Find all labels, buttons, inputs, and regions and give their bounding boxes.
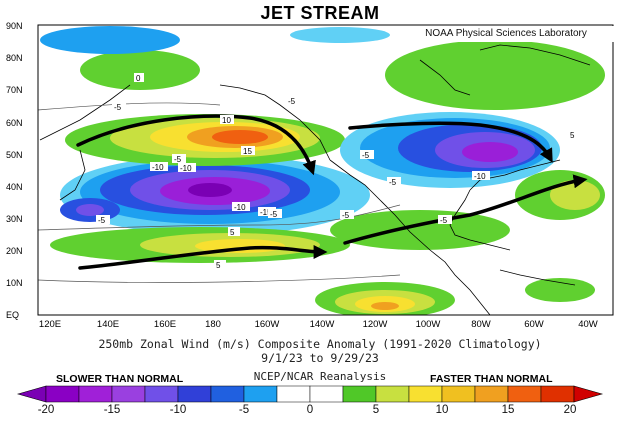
lon-label: 80W xyxy=(471,319,491,330)
contour-label: -15 xyxy=(260,208,272,217)
lon-label: 40W xyxy=(578,319,598,330)
contour-label: 10 xyxy=(222,116,231,125)
contour-label: -10 xyxy=(180,164,192,173)
lat-label: 40N xyxy=(6,182,23,192)
north-pacific-positive-anomaly xyxy=(65,114,345,166)
lat-label: 70N xyxy=(6,85,23,95)
lat-label: 90N xyxy=(6,21,23,31)
contour-label: -10 xyxy=(474,172,486,181)
contour-label: -5 xyxy=(362,151,370,160)
colorbar-tick: 5 xyxy=(372,404,380,416)
colorbar-swatch xyxy=(540,385,575,403)
colorbar-swatch xyxy=(177,385,212,403)
contour-label: -5 xyxy=(342,211,350,220)
lon-label: 140W xyxy=(310,319,335,330)
contour-label: 15 xyxy=(243,147,252,156)
contour-label: 5 xyxy=(570,131,575,140)
high-latitude-positive-anomaly xyxy=(40,26,605,110)
reanalysis-label: NCEP/NCAR Reanalysis xyxy=(253,370,387,383)
contour-label: -5 xyxy=(270,210,278,219)
lon-label: 100W xyxy=(416,319,441,330)
contour-labels: -5 -5 -10 -5 10 15 -5 -10 -10 -5 -15 -5 … xyxy=(96,73,580,270)
colorbar-tick: 0 xyxy=(306,404,314,416)
colorbar-right-arrow xyxy=(573,385,604,403)
colorbar-swatch xyxy=(210,385,245,403)
colorbar-swatch xyxy=(276,385,311,403)
zero-contours xyxy=(38,102,401,283)
colorbar-swatch xyxy=(45,385,80,403)
contour-label: -5 xyxy=(114,103,122,112)
tropical-positive-anomaly xyxy=(315,278,595,315)
slower-than-normal-label: SLOWER THAN NORMAL xyxy=(56,373,184,385)
colorbar-tick: -20 xyxy=(37,404,55,416)
colorbar-swatch xyxy=(507,385,542,403)
colorbar-tick: 10 xyxy=(435,404,449,416)
colorbar-swatch xyxy=(309,385,344,403)
longitude-labels: 120E 140E 160E 180 160W 140W 120W 100W 8… xyxy=(39,319,598,330)
pacific-negative-anomaly xyxy=(60,155,370,235)
colorbar-swatch xyxy=(474,385,509,403)
colorbar-left-arrow xyxy=(16,385,47,403)
lon-label: 120W xyxy=(363,319,388,330)
contour-label: 5 xyxy=(230,228,235,237)
contour-label: -10 xyxy=(234,203,246,212)
lat-label: 60N xyxy=(6,118,23,128)
colorbar xyxy=(16,385,604,403)
contour-label: 5 xyxy=(216,261,221,270)
colorbar-tick: -10 xyxy=(169,404,187,416)
contour-label: -5 xyxy=(174,155,182,164)
contour-label: -5 xyxy=(440,216,448,225)
colorbar-tick: 15 xyxy=(501,404,515,416)
lat-label: 80N xyxy=(6,53,23,63)
date-range: 9/1/23 to 9/29/23 xyxy=(261,351,379,365)
lat-label: 30N xyxy=(6,214,23,224)
colorbar-swatch xyxy=(441,385,476,403)
colorbar-tick: 20 xyxy=(563,404,577,416)
colorbar-swatch xyxy=(342,385,377,403)
colorbar-swatch xyxy=(78,385,113,403)
lon-label: 160E xyxy=(154,319,176,330)
lon-label: 140E xyxy=(97,319,119,330)
jet-stream-arrows xyxy=(76,114,588,270)
colorbar-tick: -5 xyxy=(238,404,250,416)
map-caption: 250mb Zonal Wind (m/s) Composite Anomaly… xyxy=(98,337,542,351)
contour-label: -10 xyxy=(152,163,164,172)
latitude-labels: 90N 80N 70N 60N 50N 40N 30N 20N 10N EQ xyxy=(6,21,23,320)
subtropical-positive-band xyxy=(50,170,605,263)
colorbar-swatch xyxy=(408,385,443,403)
colorbar-swatch xyxy=(144,385,179,403)
contour-label: 0 xyxy=(136,74,141,83)
lat-label: 10N xyxy=(6,278,23,288)
contour-label: -5 xyxy=(98,216,106,225)
lon-label: 160W xyxy=(255,319,280,330)
colorbar-swatch xyxy=(375,385,410,403)
map-title: JET STREAM xyxy=(260,3,380,23)
lat-label: EQ xyxy=(6,310,19,320)
contour-label: -5 xyxy=(389,178,397,187)
colorbar-swatch xyxy=(243,385,278,403)
lon-label: 180 xyxy=(205,319,221,330)
lat-label: 20N xyxy=(6,246,23,256)
lon-label: 120E xyxy=(39,319,61,330)
lat-label: 50N xyxy=(6,150,23,160)
contour-label: -5 xyxy=(288,97,296,106)
colorbar-tick: -15 xyxy=(103,404,121,416)
colorbar-swatch xyxy=(111,385,146,403)
lon-label: 60W xyxy=(524,319,544,330)
faster-than-normal-label: FASTER THAN NORMAL xyxy=(430,373,553,385)
credit-text: NOAA Physical Sciences Laboratory xyxy=(395,26,617,42)
